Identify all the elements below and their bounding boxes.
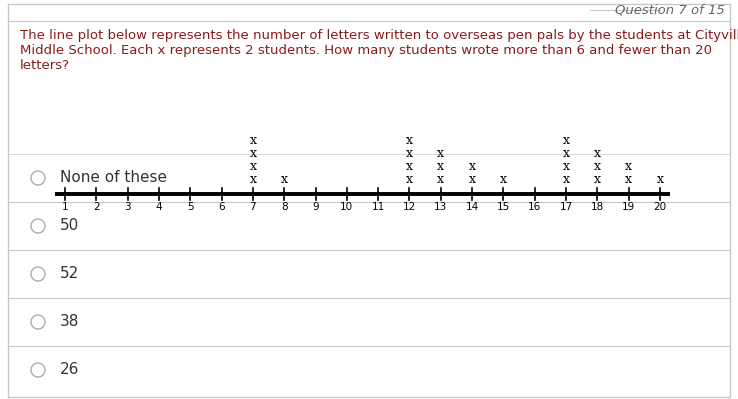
- Text: 7: 7: [249, 202, 256, 212]
- Text: letters?: letters?: [20, 59, 70, 72]
- Text: x: x: [438, 147, 444, 160]
- Text: 17: 17: [559, 202, 573, 212]
- Text: x: x: [562, 173, 570, 186]
- Text: Question 7 of 15: Question 7 of 15: [615, 4, 725, 16]
- Text: 12: 12: [403, 202, 416, 212]
- Text: 13: 13: [434, 202, 447, 212]
- Text: x: x: [625, 173, 632, 186]
- FancyBboxPatch shape: [8, 4, 730, 397]
- Text: x: x: [249, 160, 256, 173]
- Circle shape: [31, 219, 45, 233]
- Text: 1: 1: [62, 202, 69, 212]
- Text: 2: 2: [93, 202, 100, 212]
- Text: x: x: [438, 173, 444, 186]
- Text: x: x: [249, 134, 256, 147]
- Text: The line plot below represents the number of letters written to overseas pen pal: The line plot below represents the numbe…: [20, 29, 738, 42]
- Text: x: x: [406, 173, 413, 186]
- Text: 4: 4: [156, 202, 162, 212]
- Text: Middle School. Each x represents 2 students. How many students wrote more than 6: Middle School. Each x represents 2 stude…: [20, 44, 712, 57]
- Text: x: x: [406, 134, 413, 147]
- Text: x: x: [594, 173, 601, 186]
- Circle shape: [31, 315, 45, 329]
- Text: 15: 15: [497, 202, 510, 212]
- Text: 26: 26: [60, 363, 80, 377]
- Text: x: x: [469, 173, 475, 186]
- Text: 19: 19: [622, 202, 635, 212]
- Text: x: x: [657, 173, 663, 186]
- Text: 10: 10: [340, 202, 354, 212]
- Text: 11: 11: [371, 202, 384, 212]
- Text: 9: 9: [312, 202, 319, 212]
- Text: 3: 3: [124, 202, 131, 212]
- Text: 52: 52: [60, 267, 79, 282]
- Circle shape: [31, 267, 45, 281]
- Circle shape: [31, 171, 45, 185]
- Text: 16: 16: [528, 202, 542, 212]
- Text: x: x: [249, 173, 256, 186]
- Text: x: x: [469, 160, 475, 173]
- Text: x: x: [562, 147, 570, 160]
- Text: 8: 8: [281, 202, 288, 212]
- Text: x: x: [594, 160, 601, 173]
- Text: x: x: [280, 173, 288, 186]
- Text: 14: 14: [466, 202, 479, 212]
- Circle shape: [31, 363, 45, 377]
- Text: 6: 6: [218, 202, 225, 212]
- Text: x: x: [562, 160, 570, 173]
- Text: x: x: [500, 173, 507, 186]
- Text: 18: 18: [590, 202, 604, 212]
- Text: 38: 38: [60, 314, 80, 330]
- Text: x: x: [249, 147, 256, 160]
- Text: x: x: [625, 160, 632, 173]
- Text: x: x: [594, 147, 601, 160]
- Text: x: x: [562, 134, 570, 147]
- Text: None of these: None of these: [60, 170, 167, 186]
- Text: 50: 50: [60, 219, 79, 233]
- Text: 20: 20: [653, 202, 666, 212]
- Text: x: x: [406, 147, 413, 160]
- Text: 5: 5: [187, 202, 193, 212]
- Text: x: x: [406, 160, 413, 173]
- Text: x: x: [438, 160, 444, 173]
